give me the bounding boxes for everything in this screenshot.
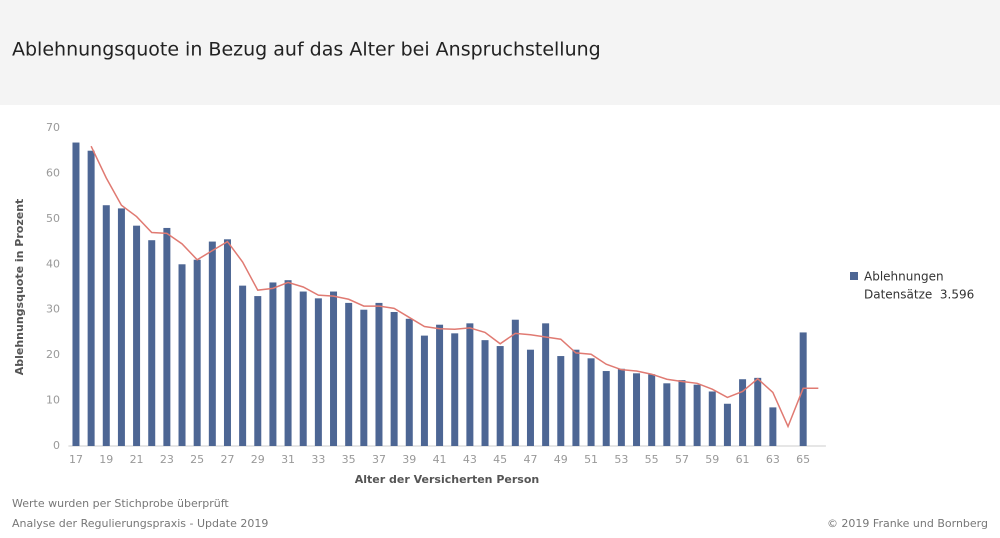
legend-entry: Ablehnungen <box>864 270 944 284</box>
y-tick-label: 0 <box>53 439 60 452</box>
bar <box>314 298 322 446</box>
bar <box>648 374 656 446</box>
bar <box>330 291 338 446</box>
x-tick-label: 19 <box>99 453 113 466</box>
bar <box>208 241 216 446</box>
bar <box>466 323 474 446</box>
bar <box>693 384 701 446</box>
x-tick-label: 47 <box>523 453 537 466</box>
bar <box>617 368 625 446</box>
bar <box>754 377 762 446</box>
bar <box>587 358 595 446</box>
bar <box>769 407 777 446</box>
bar <box>178 264 186 446</box>
x-tick-label: 29 <box>251 453 265 466</box>
bar <box>557 356 565 446</box>
x-tick-label: 39 <box>402 453 416 466</box>
bar <box>163 227 171 446</box>
x-tick-label: 57 <box>675 453 689 466</box>
bar <box>148 240 156 446</box>
chart-title: Ablehnungsquote in Bezug auf das Alter b… <box>12 39 601 61</box>
y-tick-label: 10 <box>46 394 60 407</box>
x-axis-label: Alter der Versicherten Person <box>355 473 539 486</box>
y-tick-label: 50 <box>46 212 60 225</box>
bar <box>405 318 413 446</box>
bar <box>436 324 444 446</box>
bar <box>133 225 141 446</box>
bar <box>526 349 534 446</box>
y-tick-label: 60 <box>46 166 60 179</box>
footnote: Werte wurden per Stichprobe überprüft <box>12 497 229 510</box>
bar <box>223 239 231 446</box>
x-tick-label: 63 <box>766 453 780 466</box>
bar <box>284 280 292 446</box>
legend-swatch <box>850 272 858 280</box>
x-tick-label: 41 <box>433 453 447 466</box>
y-tick-label: 70 <box>46 121 60 134</box>
bar <box>633 373 641 446</box>
x-tick-label: 33 <box>311 453 325 466</box>
y-tick-label: 40 <box>46 257 60 270</box>
bar <box>360 309 368 446</box>
bar <box>102 205 110 446</box>
trend-line <box>90 145 819 429</box>
bar <box>193 259 201 446</box>
x-tick-label: 51 <box>584 453 598 466</box>
bar <box>602 371 610 446</box>
bar <box>481 340 489 446</box>
bar <box>269 282 277 446</box>
bar <box>420 335 428 446</box>
bar <box>572 349 580 446</box>
bar <box>299 291 307 446</box>
bar <box>739 379 747 446</box>
x-tick-label: 23 <box>160 453 174 466</box>
bar <box>117 208 125 446</box>
bar <box>678 380 686 446</box>
y-tick-label: 30 <box>46 303 60 316</box>
y-tick-label: 20 <box>46 348 60 361</box>
bar <box>496 346 504 446</box>
x-tick-label: 37 <box>372 453 386 466</box>
bar <box>72 142 80 446</box>
bar <box>345 302 353 446</box>
x-tick-label: 27 <box>220 453 234 466</box>
bar <box>390 311 398 446</box>
x-tick-label: 21 <box>130 453 144 466</box>
x-tick-label: 49 <box>554 453 568 466</box>
x-tick-label: 43 <box>463 453 477 466</box>
bar <box>542 323 550 446</box>
bar <box>87 150 95 446</box>
x-tick-label: 61 <box>736 453 750 466</box>
x-tick-label: 17 <box>69 453 83 466</box>
copyright: © 2019 Franke und Bornberg <box>827 517 988 530</box>
x-tick-label: 59 <box>705 453 719 466</box>
header-band <box>0 0 1000 105</box>
bar <box>708 391 716 446</box>
x-tick-label: 31 <box>281 453 295 466</box>
x-tick-label: 55 <box>645 453 659 466</box>
bar <box>375 302 383 446</box>
footnote: Analyse der Regulierungspraxis - Update … <box>12 517 268 530</box>
bar <box>254 296 262 446</box>
x-tick-label: 25 <box>190 453 204 466</box>
bar <box>511 319 519 446</box>
legend-note: Datensätze 3.596 <box>864 288 974 302</box>
x-tick-label: 45 <box>493 453 507 466</box>
bar <box>723 403 731 446</box>
bar <box>239 285 247 446</box>
x-tick-label: 65 <box>796 453 810 466</box>
bar <box>451 333 459 446</box>
y-axis-label: Ablehnungsquote in Prozent <box>13 199 26 376</box>
x-tick-label: 53 <box>614 453 628 466</box>
bar <box>663 383 671 446</box>
x-tick-label: 35 <box>342 453 356 466</box>
